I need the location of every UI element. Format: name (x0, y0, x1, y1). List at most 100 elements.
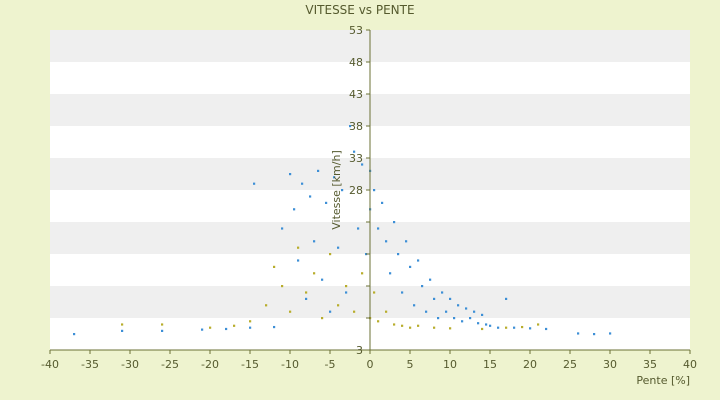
olive-data-point (329, 253, 332, 256)
x-tick-label: -5 (325, 358, 336, 371)
x-tick-label: -10 (281, 358, 299, 371)
olive-data-point (273, 265, 276, 268)
blue-data-point (253, 182, 256, 185)
y-ticks: 3 28 33 38 43 48 53 (349, 24, 370, 357)
blue-data-point (361, 163, 364, 166)
blue-data-point (497, 326, 500, 329)
blue-data-point (385, 240, 388, 243)
x-tick-label: -40 (41, 358, 59, 371)
y-tick-label: 3 (356, 344, 363, 357)
blue-data-point (333, 176, 336, 179)
blue-data-point (313, 240, 316, 243)
blue-data-point (337, 246, 340, 249)
x-tick-label: 35 (643, 358, 657, 371)
olive-series (121, 246, 540, 331)
blue-series (73, 125, 612, 336)
blue-data-point (593, 333, 596, 336)
blue-data-point (317, 169, 320, 172)
blue-data-point (401, 291, 404, 294)
blue-data-point (121, 329, 124, 332)
olive-data-point (249, 320, 252, 323)
blue-data-point (381, 201, 384, 204)
blue-data-point (273, 325, 276, 329)
blue-data-point (345, 291, 348, 294)
olive-data-point (449, 327, 452, 330)
x-ticks: -40 -35 -30 -25 -20 -15 -10 -5 0 5 10 15 20 25 30 35 40 (41, 350, 697, 371)
blue-data-point (425, 310, 428, 313)
blue-data-point (73, 333, 76, 336)
olive-data-point (297, 246, 300, 249)
olive-data-point (401, 324, 404, 327)
blue-data-point (357, 227, 360, 230)
blue-data-point (201, 328, 204, 331)
olive-data-point (233, 324, 236, 327)
blue-data-point (529, 327, 532, 330)
y-tick-label: 33 (349, 152, 363, 165)
blue-data-point (321, 278, 324, 281)
blue-data-point (469, 317, 472, 320)
blue-data-point (417, 259, 420, 262)
olive-data-point (289, 310, 292, 313)
olive-data-point (393, 323, 396, 326)
blue-data-point (329, 310, 332, 313)
blue-data-point (445, 310, 448, 313)
olive-data-point (521, 325, 524, 329)
x-tick-label: -15 (241, 358, 259, 371)
olive-data-point (353, 310, 356, 313)
x-tick-label: -25 (161, 358, 179, 371)
blue-data-point (225, 327, 228, 331)
blue-data-point (413, 304, 416, 307)
blue-data-point (465, 307, 468, 310)
y-tick-label: 43 (349, 88, 363, 101)
blue-data-point (453, 317, 456, 320)
olive-data-point (385, 310, 388, 313)
y-tick-label: 53 (349, 24, 363, 37)
olive-data-point (373, 291, 376, 294)
blue-data-point (545, 327, 548, 331)
y-tick-label: 48 (349, 56, 363, 69)
olive-data-point (505, 326, 508, 329)
blue-data-point (505, 297, 508, 300)
blue-data-point (393, 221, 396, 224)
blue-data-point (485, 323, 488, 326)
olive-data-point (121, 323, 124, 326)
blue-data-point (309, 195, 312, 198)
x-tick-label: 5 (407, 358, 414, 371)
olive-data-point (321, 317, 324, 320)
x-tick-label: 25 (563, 358, 577, 371)
olive-data-point (417, 324, 420, 327)
blue-data-point (461, 320, 464, 323)
x-axis-title: Pente [%] (636, 374, 690, 387)
blue-data-point (281, 227, 284, 230)
blue-data-point (421, 285, 424, 288)
blue-data-point (409, 265, 412, 268)
olive-data-point (337, 304, 340, 307)
olive-data-point (537, 323, 540, 326)
olive-data-point (209, 326, 212, 329)
blue-data-point (377, 227, 380, 230)
blue-data-point (513, 326, 516, 329)
blue-data-point (481, 313, 484, 316)
olive-data-point (305, 291, 308, 294)
x-tick-label: 20 (523, 358, 537, 371)
x-tick-label: 40 (683, 358, 697, 371)
blue-data-point (301, 182, 304, 185)
blue-data-point (305, 297, 308, 300)
olive-data-point (481, 327, 484, 331)
olive-data-point (433, 326, 436, 329)
blue-data-point (433, 297, 436, 300)
x-tick-label: 10 (443, 358, 457, 371)
blue-data-point (457, 304, 460, 307)
blue-data-point (473, 310, 476, 313)
blue-data-point (441, 291, 444, 294)
y-tick-label: 28 (349, 184, 363, 197)
blue-data-point (489, 324, 492, 327)
olive-data-point (281, 285, 284, 288)
blue-data-point (289, 173, 292, 176)
blue-data-point (477, 322, 480, 325)
olive-data-point (377, 320, 380, 323)
blue-data-point (353, 150, 356, 153)
blue-data-point (429, 278, 432, 281)
